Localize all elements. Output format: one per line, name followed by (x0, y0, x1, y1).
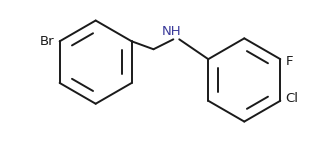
Text: NH: NH (162, 25, 181, 38)
Text: Br: Br (40, 35, 55, 48)
Text: F: F (285, 55, 293, 68)
Text: Cl: Cl (285, 92, 298, 105)
